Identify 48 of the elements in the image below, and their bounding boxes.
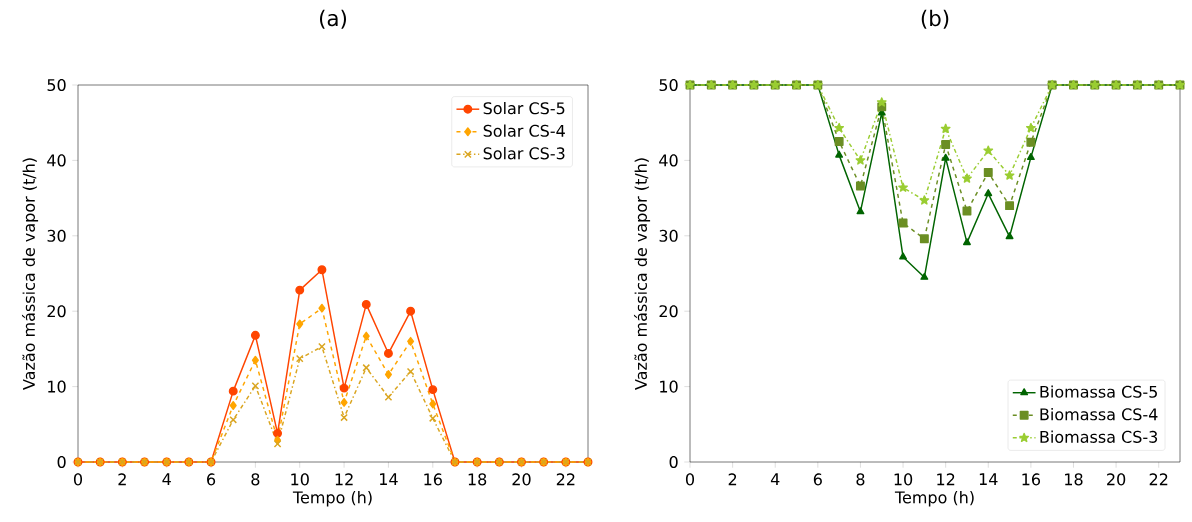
x-tick-label: 20	[512, 473, 531, 486]
x-tick-label: 0	[685, 473, 695, 486]
y-tick-label: 40	[47, 154, 66, 167]
y-tick-label: 10	[660, 380, 678, 393]
x-tick-label: 16	[424, 473, 442, 486]
x-tick-label: 4	[770, 473, 780, 485]
x-tick-label: 2	[728, 473, 737, 486]
y-tick-label: 0	[57, 455, 66, 469]
legend-label: Solar CS-5	[483, 101, 565, 115]
chart-title: (b)	[921, 9, 949, 29]
x-tick-label: 14	[380, 473, 398, 485]
x-tick-label: 0	[73, 473, 83, 486]
y-tick-label: 30	[659, 229, 678, 242]
y-tick-label: 40	[659, 154, 678, 167]
x-tick-label: 12	[335, 473, 353, 486]
y-axis-title: Vazão mássica de vapor (t/h)	[633, 158, 651, 390]
x-tick-label: 14	[979, 473, 998, 485]
x-tick-label: 8	[856, 473, 865, 486]
legend-label: Solar CS-3	[483, 147, 565, 160]
x-tick-label: 22	[556, 473, 575, 486]
x-tick-label: 2	[118, 473, 126, 486]
legend-label: Biomassa CS-5	[1040, 385, 1157, 398]
x-tick-label: 8	[251, 473, 260, 486]
y-tick-label: 10	[48, 380, 66, 393]
legend-label: Biomassa CS-3	[1040, 430, 1158, 443]
y-tick-label: 50	[659, 78, 678, 92]
y-tick-label: 50	[47, 78, 66, 92]
x-tick-label: 6	[813, 473, 822, 486]
x-axis-title: Tempo (h)	[894, 491, 974, 507]
x-tick-label: 22	[1149, 473, 1168, 486]
x-tick-label: 4	[162, 473, 171, 485]
x-tick-label: 18	[468, 473, 487, 486]
x-axis-title: Tempo (h)	[292, 491, 372, 507]
chart-title: (a)	[319, 9, 347, 29]
y-tick-label: 30	[47, 229, 66, 242]
x-tick-label: 6	[207, 473, 216, 486]
x-tick-label: 10	[291, 473, 309, 486]
x-tick-label: 20	[1107, 473, 1126, 486]
legend-label: Solar CS-4	[483, 124, 565, 137]
y-tick-label: 0	[669, 455, 678, 469]
x-tick-label: 12	[937, 473, 955, 486]
y-tick-label: 20	[659, 305, 678, 318]
y-tick-label: 20	[47, 305, 66, 318]
x-tick-label: 16	[1022, 473, 1041, 486]
legend-label: Biomassa CS-4	[1040, 407, 1158, 421]
x-tick-label: 10	[894, 473, 913, 486]
y-axis-title: Vazão mássica de vapor (t/h)	[21, 158, 39, 390]
x-tick-label: 18	[1065, 473, 1083, 486]
